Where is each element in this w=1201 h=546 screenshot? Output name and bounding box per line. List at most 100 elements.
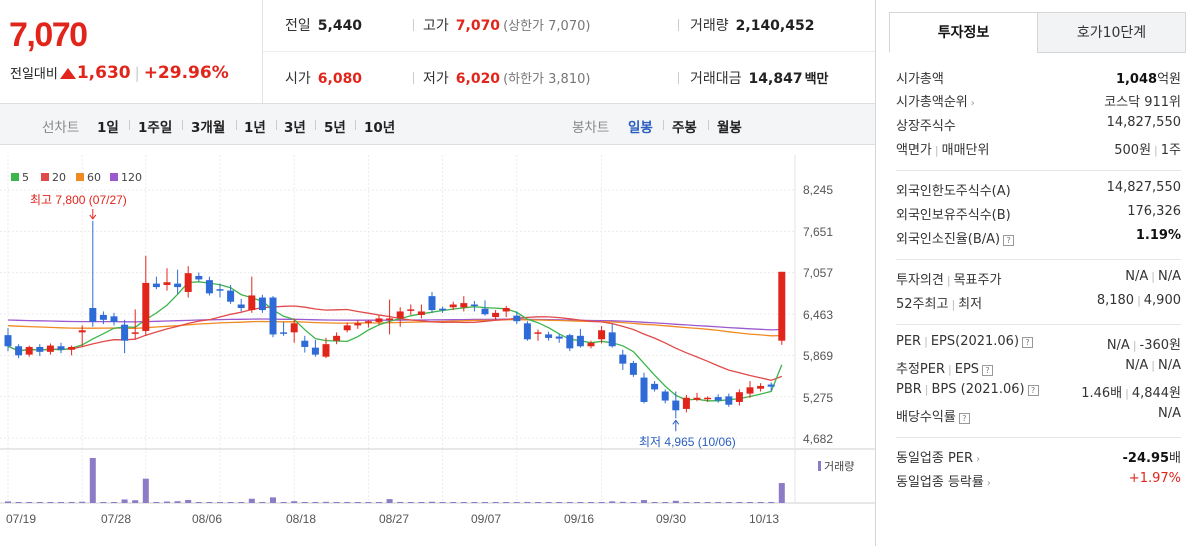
high-price: 고가 7,070 (상한가 7,070)	[423, 15, 590, 35]
volume-bar	[164, 501, 170, 503]
candle-body	[280, 332, 288, 334]
row-value: N/A | N/A	[1125, 269, 1181, 284]
lower-limit: (하한가 3,810)	[503, 72, 591, 87]
volume-bar	[217, 502, 223, 503]
candle-body	[407, 309, 415, 311]
volume-bar	[725, 502, 732, 503]
info-tabs: 투자정보 호가10단계	[889, 12, 1186, 53]
period-5y[interactable]: 5년	[324, 120, 346, 136]
candle-body	[661, 391, 669, 401]
volume-bar	[79, 501, 86, 503]
candle-daily[interactable]: 일봉	[628, 120, 653, 136]
volume-bar	[757, 502, 764, 503]
volume-bar	[111, 502, 117, 503]
volume-bar	[47, 502, 54, 503]
volume-bar	[482, 502, 488, 503]
volume-bar	[577, 501, 584, 503]
period-10y[interactable]: 10년	[364, 120, 396, 136]
tab-orderbook[interactable]: 호가10단계	[1037, 12, 1186, 53]
section-divider	[896, 324, 1181, 325]
volume-bar	[429, 501, 435, 503]
row-sector-rate[interactable]: 동일업종 등락률 › +1.97%	[896, 471, 1181, 493]
volume-bar	[778, 483, 785, 503]
help-icon[interactable]: ?	[1027, 385, 1039, 396]
volume-bar	[566, 502, 573, 503]
row-label: 시가총액	[896, 72, 944, 87]
candle-body	[386, 318, 394, 320]
divider	[355, 120, 356, 130]
volume-bar	[68, 502, 75, 503]
x-tick-label: 09/30	[656, 512, 687, 526]
volume-bar	[280, 502, 287, 503]
change-value: 1,630	[76, 63, 131, 83]
volume-bar	[132, 500, 139, 503]
help-icon[interactable]: ?	[1003, 235, 1015, 246]
volume-bar	[206, 501, 213, 503]
candle-body	[4, 335, 12, 347]
volume-bar	[36, 502, 43, 503]
ma-20-line	[7, 305, 783, 381]
ma-60-line	[7, 319, 782, 337]
volume-bar	[513, 502, 520, 503]
candle-body	[322, 344, 330, 357]
y-tick-label: 7,651	[803, 225, 834, 239]
price-chart[interactable]: 5 20 60 120 8,245 7,651 7,057 6,463 5,86…	[0, 145, 875, 546]
volume-bar	[89, 458, 96, 503]
candle-body	[354, 323, 362, 326]
volume-bar	[492, 502, 499, 503]
candle-body	[237, 304, 245, 308]
row-value: +1.97%	[1128, 471, 1181, 486]
y-tick-label: 4,682	[803, 432, 834, 446]
candle-body	[131, 332, 139, 334]
row-value: 1.19%	[1135, 228, 1181, 243]
candle-body	[555, 336, 563, 339]
volume-bar	[704, 502, 711, 503]
help-icon[interactable]: ?	[958, 413, 970, 424]
ma-5-line	[7, 281, 783, 402]
y-tick-label: 5,869	[803, 349, 834, 363]
candle-body	[121, 324, 129, 341]
volume-bar	[238, 502, 245, 503]
row-label: 상장주식수	[896, 119, 956, 134]
divider	[678, 19, 679, 31]
high-annotation: 최고 7,800 (07/27)	[30, 193, 127, 207]
change-label: 전일대비	[10, 67, 58, 82]
volume-bar	[386, 499, 393, 503]
invest-info-panel: 투자정보 호가10단계 시가총액 1,048억원 시가총액순위 › 코스닥 911…	[876, 0, 1201, 546]
divider	[678, 72, 679, 84]
volume-bar	[651, 502, 658, 503]
volume-bar	[185, 499, 192, 503]
candle-weekly[interactable]: 주봉	[672, 120, 697, 136]
row-label: 추정PER | EPS?	[896, 358, 994, 377]
candle-body	[15, 346, 23, 356]
volume-bar	[227, 501, 234, 503]
help-icon[interactable]: ?	[1022, 337, 1034, 348]
tab-invest-info[interactable]: 투자정보	[889, 12, 1038, 53]
amount-unit: 백만	[804, 72, 829, 87]
row-cap-rank[interactable]: 시가총액순위 › 코스닥 911위	[896, 91, 1181, 113]
volume: 거래량 2,140,452	[690, 15, 814, 35]
divider	[129, 120, 130, 130]
candle-body	[364, 321, 372, 323]
row-pbr-bps: PBR | BPS (2021.06)? 1.46배 | 4,844원	[896, 382, 1181, 404]
volume-bar	[153, 502, 160, 503]
row-label: 시가총액순위 ›	[896, 95, 975, 110]
period-1w[interactable]: 1주일	[138, 120, 173, 136]
row-sector-per[interactable]: 동일업종 PER › -24.95배	[896, 447, 1181, 469]
candle-body	[396, 311, 404, 319]
open-value: 6,080	[317, 71, 363, 87]
help-icon[interactable]: ?	[982, 365, 994, 376]
candle-monthly[interactable]: 월봉	[717, 120, 742, 136]
period-1y[interactable]: 1년	[244, 120, 266, 136]
candle-body	[301, 340, 309, 347]
candle-body	[725, 396, 733, 405]
row-dividend: 배당수익률? N/A	[896, 406, 1181, 428]
candle-body	[619, 354, 627, 364]
candle-body	[174, 283, 182, 288]
period-3m[interactable]: 3개월	[191, 120, 226, 136]
chevron-right-icon: ›	[986, 478, 991, 489]
period-3y[interactable]: 3년	[284, 120, 306, 136]
legend-ma60: 60	[76, 171, 101, 184]
row-value: 500원 | 1주	[1114, 143, 1181, 158]
period-1d[interactable]: 1일	[97, 120, 119, 136]
